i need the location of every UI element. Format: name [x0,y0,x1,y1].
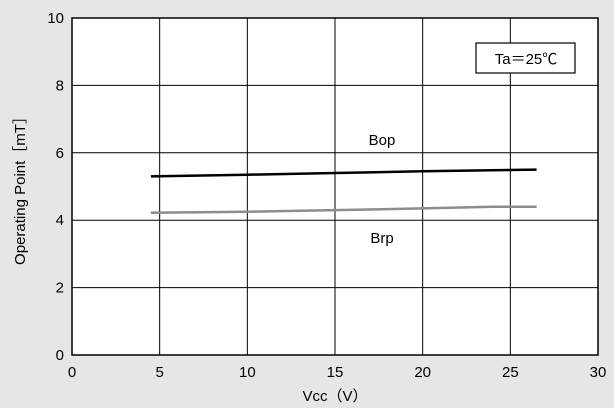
x-tick-labels: 0 5 10 15 20 25 30 [68,364,607,381]
grid [72,18,598,355]
y-tick-label-2: 2 [56,280,64,297]
y-tick-label-10: 10 [47,10,64,27]
x-tick-label-25: 25 [502,364,519,381]
series-lines [150,168,537,215]
y-axis-label: Operating Point［mT］ [12,109,29,265]
x-tick-label-5: 5 [155,364,163,381]
y-tick-label-8: 8 [56,77,64,94]
series-line-brp [150,205,537,215]
x-axis-label: Vcc（V） [302,388,367,405]
x-tick-label-10: 10 [239,364,256,381]
x-tick-label-0: 0 [68,364,76,381]
series-label-bop: Bop [369,132,396,149]
x-tick-label-20: 20 [414,364,431,381]
annotation-box [475,42,576,74]
x-tick-label-30: 30 [590,364,607,381]
y-tick-label-0: 0 [56,347,64,364]
series-label-brp: Brp [370,230,393,247]
y-tick-label-6: 6 [56,145,64,162]
x-tick-label-15: 15 [327,364,344,381]
series-line-bop [150,168,537,178]
y-tick-label-4: 4 [56,212,64,229]
y-tick-labels: 0 2 4 6 8 10 [47,10,64,364]
temperature-annotation: Ta＝25℃ [475,42,576,74]
annotation-text: Ta＝25℃ [495,51,558,68]
